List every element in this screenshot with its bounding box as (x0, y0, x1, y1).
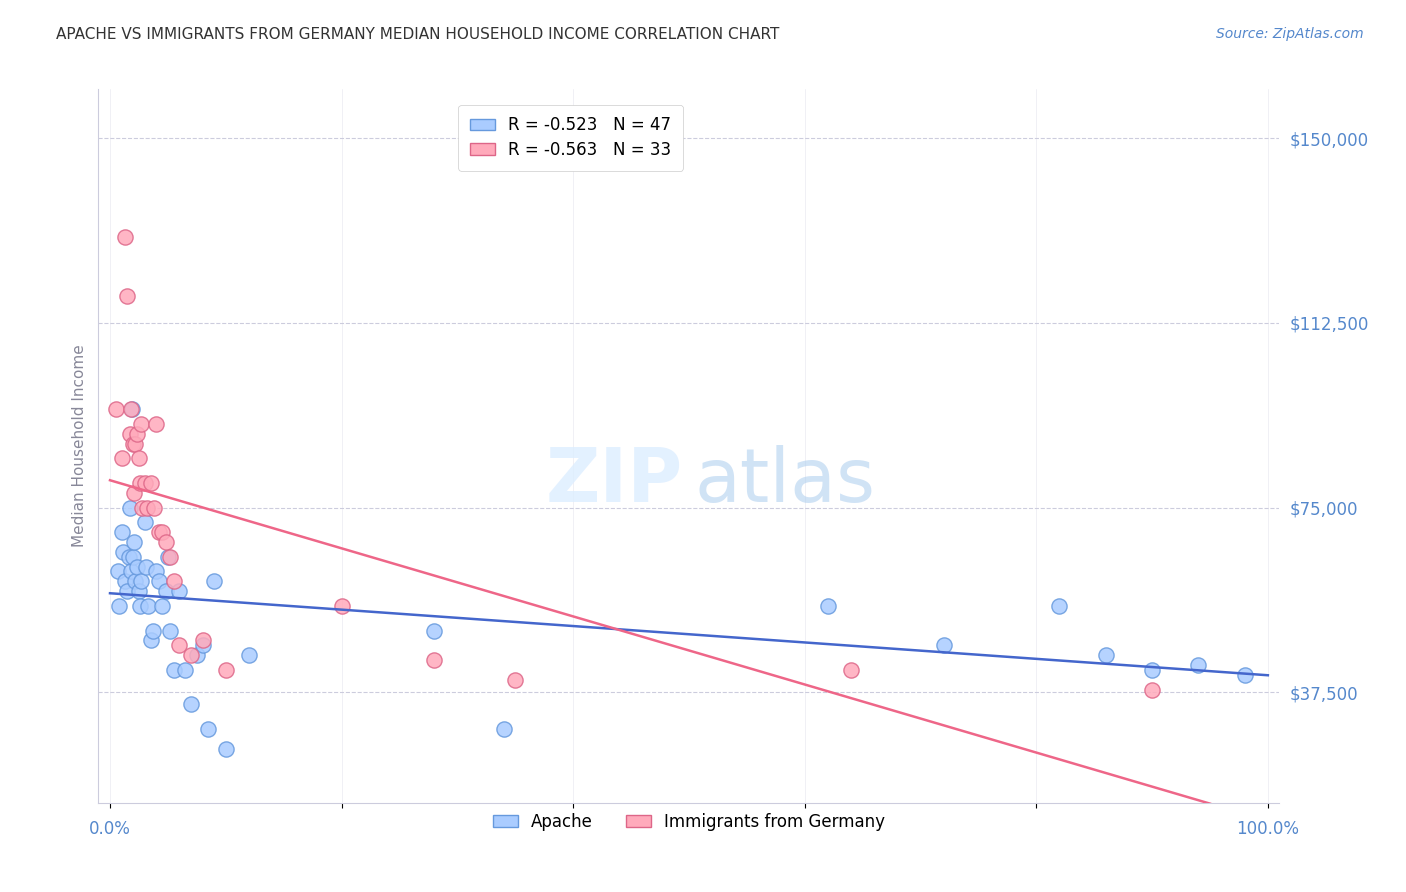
Text: ZIP: ZIP (546, 445, 683, 518)
Text: Source: ZipAtlas.com: Source: ZipAtlas.com (1216, 27, 1364, 41)
Point (136, 599, 159, 613)
Point (118, 500, 141, 515)
Point (108, 599, 131, 613)
Point (129, 475, 152, 490)
Point (159, 624, 181, 638)
Point (180, 648, 202, 662)
Point (124, 574, 146, 589)
Point (135, 559, 157, 574)
Text: atlas: atlas (695, 445, 876, 518)
Point (124, 535, 146, 549)
Point (186, 648, 208, 662)
Point (163, 574, 186, 589)
Y-axis label: Median Household Income: Median Household Income (72, 344, 87, 548)
Text: APACHE VS IMMIGRANTS FROM GERMANY MEDIAN HOUSEHOLD INCOME CORRELATION CHART: APACHE VS IMMIGRANTS FROM GERMANY MEDIAN… (56, 27, 779, 42)
Point (1049, 599, 1071, 613)
Point (125, 559, 148, 574)
Point (110, 525, 132, 540)
Point (215, 663, 238, 677)
Point (139, 475, 162, 490)
Point (139, 633, 162, 648)
Text: 100.0%: 100.0% (1236, 820, 1299, 838)
Point (202, 574, 225, 589)
Point (107, 565, 129, 579)
Point (330, 599, 353, 613)
Point (120, 402, 142, 417)
Point (134, 475, 156, 490)
Point (1187, 658, 1209, 673)
Point (122, 436, 145, 450)
Point (1233, 668, 1256, 682)
Point (117, 549, 139, 564)
Point (180, 698, 202, 712)
Point (817, 599, 839, 613)
Point (111, 545, 134, 559)
Point (124, 485, 146, 500)
Text: 0.0%: 0.0% (89, 820, 131, 838)
Point (110, 451, 132, 466)
Point (136, 500, 159, 515)
Point (1094, 648, 1116, 662)
Point (174, 663, 197, 677)
Point (145, 417, 167, 431)
Point (191, 638, 214, 652)
Point (191, 633, 214, 648)
Point (120, 565, 142, 579)
Point (155, 535, 177, 549)
Point (150, 525, 173, 540)
Point (197, 722, 219, 736)
Point (148, 574, 170, 589)
Point (238, 648, 260, 662)
Point (129, 599, 152, 613)
Point (1140, 663, 1163, 677)
Point (104, 402, 127, 417)
Point (142, 624, 165, 638)
Point (121, 402, 143, 417)
Point (131, 500, 153, 515)
Point (129, 417, 152, 431)
Point (129, 574, 152, 589)
Point (128, 584, 150, 599)
Point (492, 722, 515, 736)
Point (150, 599, 173, 613)
Point (148, 525, 170, 540)
Point (118, 426, 141, 441)
Point (134, 516, 156, 530)
Point (932, 638, 955, 652)
Point (169, 638, 191, 652)
Point (155, 584, 177, 599)
Point (114, 230, 136, 244)
Point (215, 741, 238, 756)
Legend: Apache, Immigrants from Germany: Apache, Immigrants from Germany (486, 806, 891, 838)
Point (117, 289, 139, 303)
Point (128, 451, 150, 466)
Point (114, 574, 136, 589)
Point (423, 624, 446, 638)
Point (163, 663, 186, 677)
Point (169, 584, 191, 599)
Point (839, 663, 862, 677)
Point (145, 565, 167, 579)
Point (124, 436, 146, 450)
Point (122, 549, 145, 564)
Point (159, 549, 181, 564)
Point (125, 426, 148, 441)
Point (143, 500, 166, 515)
Point (117, 584, 139, 599)
Point (1140, 682, 1163, 697)
Point (423, 653, 446, 667)
Point (156, 549, 179, 564)
Point (503, 673, 526, 687)
